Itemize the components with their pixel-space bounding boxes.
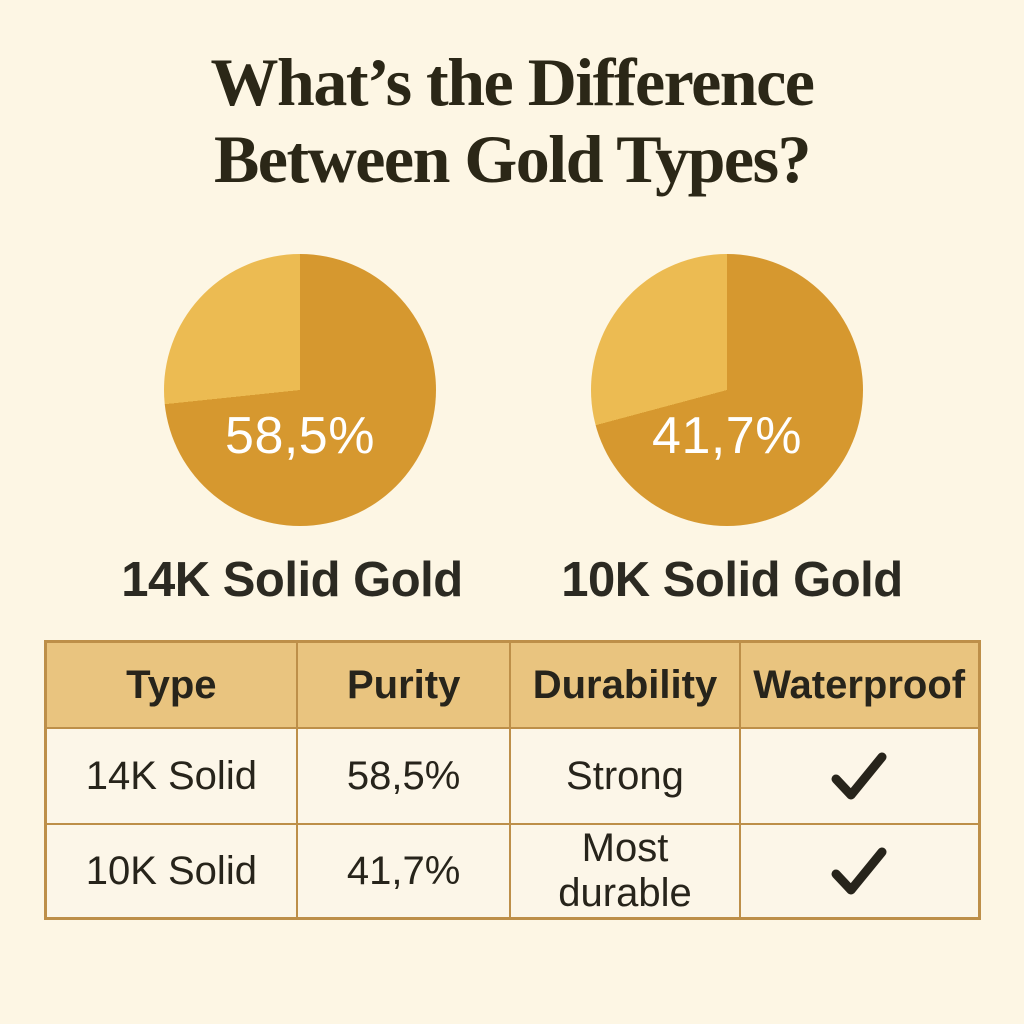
table-row-14k: 14K Solid 58,5% Strong (43, 727, 981, 825)
pie-10k-caption: 10K Solid Gold (561, 553, 903, 607)
table-header-row: Type Purity Durability Waterproof (43, 640, 981, 729)
table-row-10k: 10K Solid 41,7% Most durable (43, 823, 981, 920)
column-header-durability: Durability (509, 640, 741, 729)
checkmark-icon (831, 752, 887, 800)
cell-10k-purity: 41,7% (296, 823, 512, 920)
pie-10k-value-label: 41,7% (652, 407, 802, 465)
cell-10k-waterproof (738, 823, 981, 920)
pie-14k-value-label: 58,5% (225, 407, 375, 465)
column-header-type: Type (43, 640, 299, 729)
checkmark-icon (831, 847, 887, 895)
pie-chart-14k: 58,5% (164, 254, 436, 526)
cell-14k-type: 14K Solid (43, 727, 299, 825)
comparison-table: Type Purity Durability Waterproof 14K So… (43, 640, 981, 920)
pie-chart-10k-block: 41,7% 10K Solid Gold (532, 254, 932, 608)
pie-charts-row: 58,5% 14K Solid Gold 41,7% 10K Solid Gol… (0, 254, 1024, 608)
cell-14k-waterproof (738, 727, 981, 825)
pie-chart-10k: 41,7% (591, 254, 863, 526)
page-title-line-2: Between Gold Types? (213, 121, 812, 197)
pie-14k-caption: 14K Solid Gold (121, 553, 463, 607)
page-title-line-1: What’s the Difference (210, 44, 815, 120)
cell-10k-durability: Most durable (509, 823, 741, 920)
cell-14k-purity: 58,5% (296, 727, 512, 825)
pie-chart-14k-block: 58,5% 14K Solid Gold (92, 254, 492, 608)
column-header-purity: Purity (296, 640, 512, 729)
cell-14k-durability: Strong (509, 727, 741, 825)
page-title: What’s the Difference Between Gold Types… (0, 0, 1024, 198)
cell-10k-type: 10K Solid (43, 823, 299, 920)
column-header-waterproof: Waterproof (738, 640, 981, 729)
